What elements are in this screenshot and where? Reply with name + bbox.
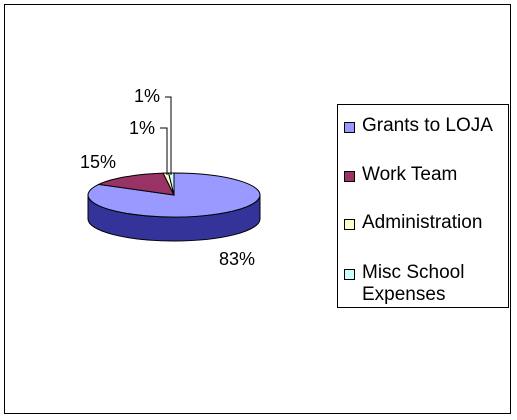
- pie-slice-work-team: [96, 172, 175, 196]
- data-label-misc: 1%: [134, 86, 161, 106]
- legend-label-work-team: Work Team: [362, 164, 458, 185]
- leader-line-misc: [165, 96, 172, 175]
- legend-item-administration: Administration: [344, 212, 502, 234]
- data-label-grants: 83%: [219, 249, 256, 269]
- legend: Grants to LOJA Work Team Administration …: [337, 104, 509, 308]
- legend-label-administration: Administration: [362, 212, 483, 233]
- pie-slices: [87, 172, 261, 218]
- legend-swatch-grants: [344, 122, 355, 133]
- leader-line-administration: [160, 127, 168, 175]
- leader-lines: [160, 96, 172, 175]
- legend-swatch-misc: [344, 269, 355, 280]
- data-label-work-team: 15%: [80, 152, 117, 172]
- legend-item-work-team: Work Team: [344, 164, 502, 186]
- legend-swatch-administration: [344, 219, 355, 230]
- legend-swatch-work-team: [344, 171, 355, 182]
- legend-item-misc: Misc School Expenses: [344, 262, 502, 306]
- legend-label-misc: Misc School Expenses: [362, 262, 465, 305]
- data-label-administration: 1%: [129, 118, 156, 138]
- legend-item-grants: Grants to LOJA: [344, 115, 502, 137]
- legend-label-grants: Grants to LOJA: [362, 115, 493, 136]
